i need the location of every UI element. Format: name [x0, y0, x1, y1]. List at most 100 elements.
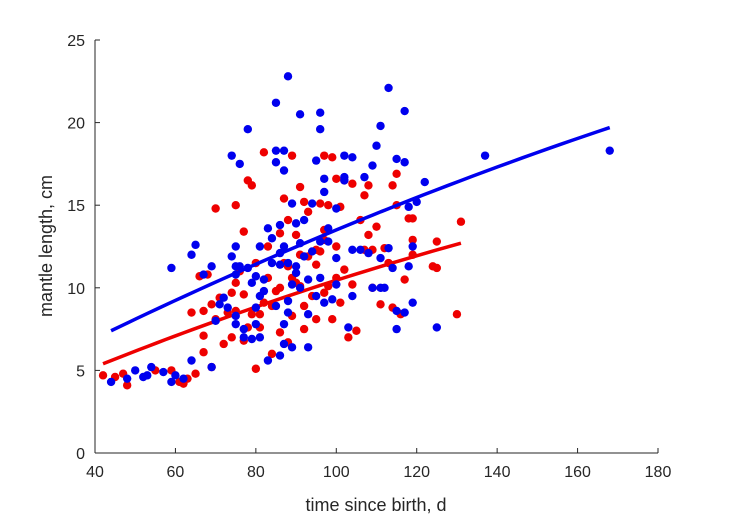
data-point	[207, 300, 216, 309]
data-point	[267, 258, 277, 268]
data-point	[255, 310, 265, 319]
data-point	[340, 151, 349, 160]
data-point	[251, 272, 261, 281]
data-point	[408, 214, 417, 223]
data-point	[227, 333, 236, 342]
series-layer	[98, 72, 614, 390]
data-point	[279, 319, 289, 329]
data-point	[239, 227, 248, 236]
data-point	[605, 146, 614, 155]
data-point	[303, 275, 313, 284]
data-point	[340, 176, 349, 185]
data-point	[360, 172, 369, 182]
data-point	[199, 331, 208, 340]
data-point	[275, 248, 285, 258]
data-point	[143, 371, 152, 380]
data-point	[167, 263, 176, 273]
data-point	[320, 298, 329, 307]
data-point	[227, 288, 236, 297]
data-point	[191, 369, 200, 378]
y-tick-label: 15	[67, 198, 85, 215]
data-point	[235, 159, 244, 169]
data-point	[147, 362, 156, 372]
data-point	[364, 181, 373, 190]
data-point	[360, 191, 369, 200]
data-point	[404, 262, 413, 271]
data-point	[316, 237, 325, 246]
data-point	[348, 291, 357, 301]
data-point	[247, 278, 257, 288]
data-point	[316, 108, 325, 117]
data-point	[376, 300, 385, 309]
data-point	[311, 260, 321, 269]
data-point	[368, 161, 377, 170]
data-point	[267, 234, 277, 243]
y-tick-label: 25	[67, 33, 85, 50]
data-point	[275, 283, 285, 292]
data-point	[408, 242, 417, 251]
data-point	[287, 151, 297, 160]
data-point	[420, 177, 429, 187]
data-point	[287, 280, 297, 289]
data-point	[259, 286, 269, 296]
data-point	[263, 356, 273, 365]
data-point	[279, 242, 289, 251]
data-point	[215, 300, 224, 309]
y-tick-label: 5	[76, 363, 85, 380]
data-point	[456, 217, 466, 226]
data-point	[320, 151, 329, 160]
data-point	[243, 125, 253, 134]
data-point	[199, 348, 208, 357]
data-point	[98, 371, 108, 380]
data-point	[271, 301, 281, 311]
data-point	[303, 310, 313, 319]
data-point	[255, 242, 265, 251]
data-point	[231, 311, 240, 321]
data-point	[332, 253, 341, 263]
data-point	[223, 303, 232, 312]
data-point	[279, 146, 289, 155]
data-point	[368, 283, 377, 292]
data-point	[311, 156, 321, 165]
data-point	[311, 314, 321, 324]
data-point	[348, 280, 357, 289]
data-point	[332, 280, 341, 289]
data-point	[207, 262, 216, 271]
data-point	[328, 295, 337, 304]
data-point	[320, 288, 329, 297]
data-point	[348, 179, 357, 188]
data-point	[332, 174, 341, 183]
data-point	[316, 273, 325, 283]
data-point	[316, 199, 325, 208]
data-point	[271, 146, 281, 155]
data-point	[392, 324, 401, 334]
trend-line-1	[110, 125, 611, 333]
data-point	[299, 252, 309, 261]
data-point	[316, 247, 325, 256]
data-point	[259, 275, 269, 284]
data-point	[263, 242, 273, 251]
data-point	[295, 283, 305, 292]
data-point	[231, 278, 240, 288]
data-point	[243, 263, 253, 273]
x-axis-label: time since birth, d	[305, 495, 446, 515]
x-tick-label: 60	[167, 464, 185, 481]
data-point	[324, 224, 333, 233]
data-point	[316, 125, 325, 134]
data-point	[328, 314, 337, 324]
data-point	[348, 153, 357, 162]
y-axis-label: mantle length, cm	[36, 175, 56, 317]
data-point	[303, 207, 313, 217]
data-point	[332, 204, 341, 213]
data-point	[380, 283, 389, 292]
data-point	[392, 169, 401, 179]
data-point	[167, 377, 176, 387]
data-point	[392, 306, 401, 316]
data-point	[247, 181, 257, 190]
data-point	[372, 141, 381, 150]
y-tick-label: 0	[76, 446, 85, 463]
data-point	[291, 219, 301, 228]
data-point	[106, 377, 116, 387]
